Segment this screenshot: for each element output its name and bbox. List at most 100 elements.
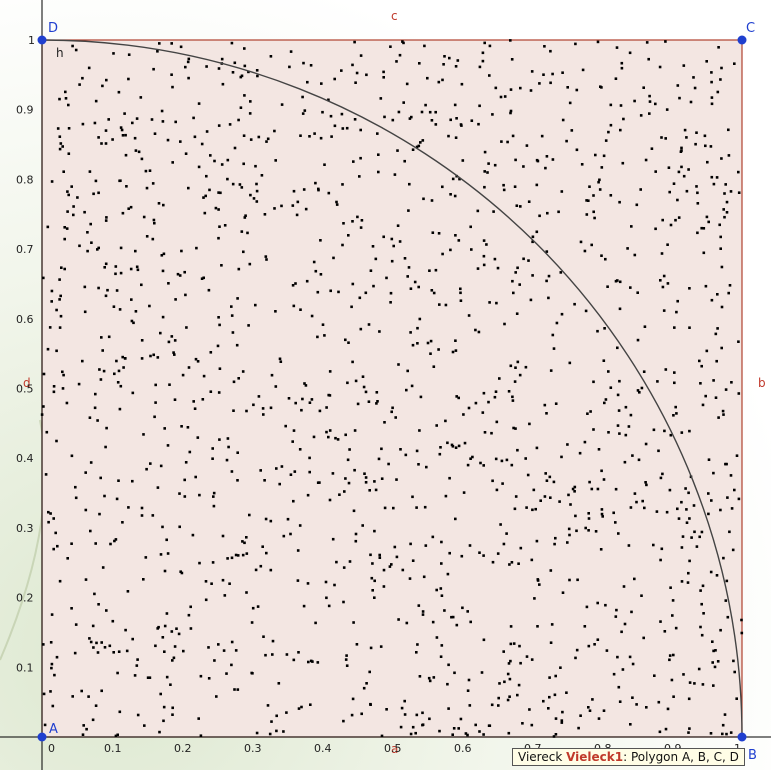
scatter-point <box>588 709 592 712</box>
scatter-point <box>67 152 71 155</box>
point-c[interactable] <box>737 35 747 45</box>
scatter-point <box>451 615 455 619</box>
scatter-point <box>551 158 555 161</box>
scatter-point <box>279 360 283 363</box>
scatter-point <box>633 99 636 103</box>
scatter-point <box>372 284 375 288</box>
scatter-point <box>146 676 150 679</box>
curve-h[interactable] <box>41 39 743 738</box>
point-a[interactable] <box>37 732 47 742</box>
scatter-point <box>434 268 438 272</box>
scatter-point <box>717 416 720 419</box>
scatter-point <box>96 419 99 422</box>
scatter-point <box>446 441 449 445</box>
scatter-point <box>271 639 275 643</box>
scatter-point <box>193 407 197 410</box>
scatter-point <box>549 81 552 85</box>
scatter-point <box>714 649 717 652</box>
scatter-point <box>207 646 210 649</box>
scatter-point <box>49 512 52 515</box>
scatter-point <box>616 424 620 427</box>
scatter-point <box>186 426 190 429</box>
scatter-point <box>385 708 388 711</box>
scatter-point <box>150 118 154 121</box>
scatter-point <box>201 398 205 401</box>
scatter-point <box>726 615 730 619</box>
point-b[interactable] <box>737 732 747 742</box>
scatter-point <box>300 408 303 412</box>
scatter-point <box>95 641 98 645</box>
scatter-point <box>389 45 392 48</box>
scatter-point <box>558 500 561 503</box>
scatter-point <box>519 86 522 90</box>
scatter-point <box>547 707 550 710</box>
scatter-point <box>565 691 568 694</box>
scatter-point <box>623 460 627 464</box>
scatter-point <box>254 568 258 572</box>
scatter-point <box>438 303 441 306</box>
scatter-point <box>510 58 514 61</box>
scatter-point <box>144 556 148 559</box>
scatter-point <box>513 507 517 511</box>
scatter-point <box>199 674 203 678</box>
scatter-point <box>617 685 621 689</box>
scatter-point <box>245 591 248 594</box>
scatter-point <box>52 517 55 520</box>
scatter-point <box>313 132 316 135</box>
scatter-point <box>405 82 409 86</box>
scatter-point <box>502 542 506 546</box>
scatter-point <box>374 257 378 261</box>
scatter-point <box>105 426 108 430</box>
scatter-point <box>554 733 558 736</box>
scatter-point <box>482 638 486 642</box>
scatter-point <box>104 445 107 449</box>
scatter-point <box>129 267 133 271</box>
scatter-point <box>152 67 155 71</box>
scatter-point <box>395 555 399 559</box>
scatter-point <box>269 406 273 410</box>
scatter-point <box>346 381 349 385</box>
scatter-point <box>599 548 603 551</box>
scatter-point <box>509 109 513 113</box>
scatter-point <box>536 159 540 163</box>
scatter-point <box>92 646 95 649</box>
scatter-point <box>97 603 100 606</box>
scatter-point <box>302 188 306 191</box>
scatter-point <box>100 641 103 644</box>
scatter-point <box>710 175 714 179</box>
scatter-point <box>482 391 486 395</box>
segment-label-c: c <box>391 9 398 23</box>
scatter-point <box>71 695 74 698</box>
scatter-point <box>674 218 677 222</box>
scatter-point <box>528 422 531 426</box>
scatter-point <box>121 355 124 359</box>
scatter-point <box>359 226 363 229</box>
y-tick-label: 0.3 <box>16 522 34 535</box>
scatter-point <box>430 289 434 292</box>
scatter-point <box>333 583 336 587</box>
scatter-point <box>162 203 165 207</box>
scatter-point <box>135 265 139 269</box>
scatter-point <box>81 359 84 363</box>
scatter-point <box>359 156 362 160</box>
scatter-point <box>672 695 675 698</box>
scatter-point <box>624 433 628 437</box>
scatter-point <box>704 284 708 288</box>
scatter-point <box>166 138 170 142</box>
scatter-point <box>312 435 316 439</box>
scatter-point <box>735 697 738 700</box>
scatter-point <box>596 601 599 605</box>
scatter-point <box>559 666 562 669</box>
scatter-point <box>337 290 340 294</box>
scatter-point <box>194 475 197 479</box>
scatter-point <box>55 349 58 353</box>
scatter-point <box>659 476 663 480</box>
scatter-point <box>131 121 134 125</box>
scatter-point <box>58 135 62 138</box>
polygon-vieleck1[interactable] <box>41 39 743 738</box>
scatter-point <box>67 103 70 107</box>
scatter-point <box>460 82 464 86</box>
point-d[interactable] <box>37 35 47 45</box>
